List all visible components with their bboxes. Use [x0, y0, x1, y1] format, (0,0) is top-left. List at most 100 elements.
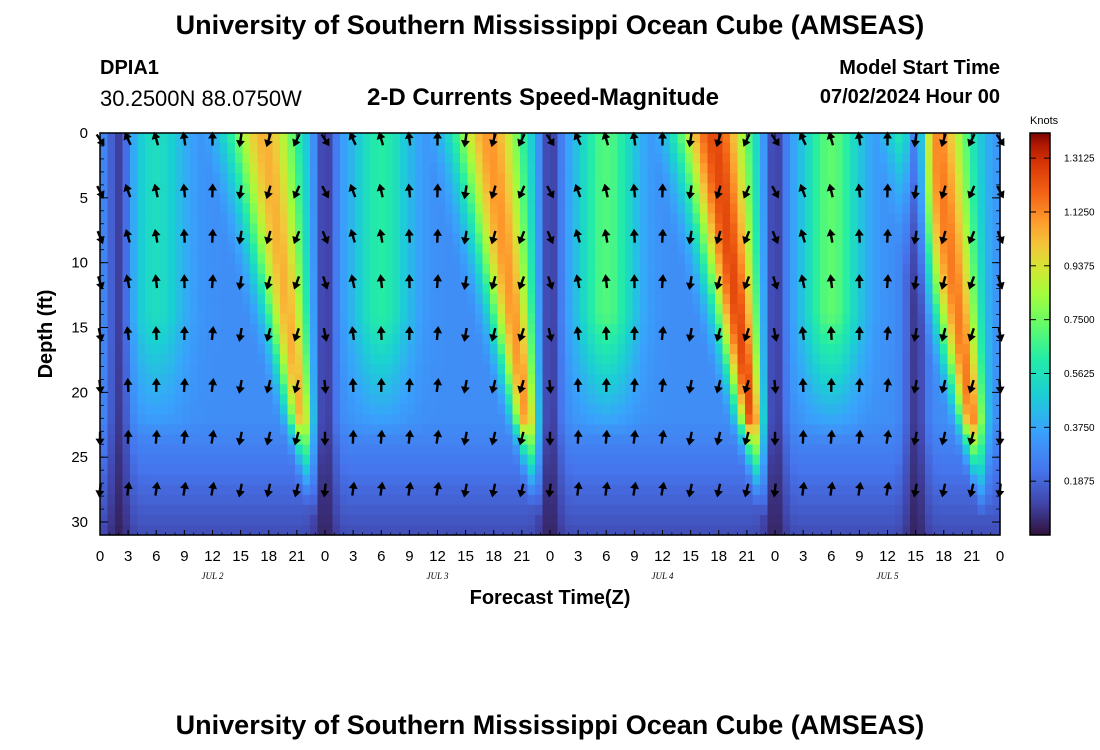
heatmap-cell: [332, 153, 341, 164]
current-arrow: [630, 429, 639, 444]
heatmap-cell: [925, 283, 934, 295]
heatmap-cell: [250, 414, 259, 426]
heatmap-cell: [542, 464, 551, 476]
heatmap-cell: [175, 163, 184, 174]
heatmap-cell: [235, 253, 244, 265]
heatmap-cell: [512, 223, 521, 235]
heatmap-cell: [587, 303, 596, 315]
heatmap-cell: [992, 303, 1001, 315]
heatmap-cell: [640, 384, 649, 395]
heatmap-cell: [857, 243, 866, 255]
heatmap-cell: [692, 474, 701, 486]
heatmap-cell: [790, 444, 799, 456]
heatmap-cell: [910, 344, 919, 355]
heatmap-cell: [737, 494, 746, 506]
heatmap-cell: [617, 414, 626, 426]
heatmap-cell: [527, 243, 536, 255]
heatmap-cell: [685, 424, 694, 436]
heatmap-cell: [910, 514, 919, 526]
heatmap-cell: [212, 313, 221, 325]
heatmap-cell: [310, 323, 319, 335]
heatmap-cell: [407, 364, 416, 375]
heatmap-cell: [947, 213, 956, 225]
heatmap-cell: [820, 414, 829, 426]
heatmap-cell: [347, 143, 356, 154]
heatmap-cell: [880, 434, 889, 446]
heatmap-cell: [677, 203, 686, 214]
heatmap-cell: [392, 424, 401, 436]
heatmap-cell: [557, 273, 566, 285]
heatmap-cell: [632, 173, 641, 184]
heatmap-cell: [415, 203, 424, 214]
heatmap-cell: [880, 454, 889, 466]
heatmap-cell: [272, 394, 281, 405]
heatmap-cell: [640, 233, 649, 245]
heatmap-cell: [227, 203, 236, 214]
heatmap-cell: [985, 173, 994, 184]
heatmap-cell: [580, 404, 589, 415]
heatmap-cell: [257, 404, 266, 415]
heatmap-cell: [790, 143, 799, 154]
heatmap-cell: [190, 414, 199, 426]
heatmap-cell: [535, 133, 544, 144]
heatmap-cell: [580, 253, 589, 265]
heatmap-cell: [887, 143, 896, 154]
heatmap-cell: [415, 283, 424, 295]
heatmap-cell: [310, 293, 319, 305]
heatmap-cell: [790, 183, 799, 194]
heatmap-cell: [617, 484, 626, 496]
heatmap-cell: [250, 354, 259, 365]
heatmap-cell: [925, 424, 934, 436]
heatmap-cell: [715, 344, 724, 355]
heatmap-cell: [467, 374, 476, 385]
heatmap-cell: [625, 133, 634, 144]
heatmap-cell: [475, 163, 484, 174]
heatmap-cell: [347, 293, 356, 305]
heatmap-cell: [617, 404, 626, 415]
heatmap-cell: [400, 344, 409, 355]
heatmap-cell: [550, 143, 559, 154]
heatmap-cell: [280, 323, 289, 335]
heatmap-cell: [932, 273, 941, 285]
heatmap-cell: [130, 313, 139, 325]
heatmap-cell: [595, 444, 604, 456]
heatmap-cell: [355, 313, 364, 325]
heatmap-cell: [887, 163, 896, 174]
heatmap-cell: [865, 484, 874, 496]
heatmap-cell: [152, 263, 161, 275]
heatmap-cell: [692, 213, 701, 225]
heatmap-cell: [557, 143, 566, 154]
heatmap-cell: [850, 293, 859, 305]
heatmap-cell: [692, 133, 701, 144]
heatmap-cell: [670, 253, 679, 265]
heatmap-cell: [377, 283, 386, 295]
heatmap-cell: [625, 163, 634, 174]
heatmap-cell: [100, 293, 109, 305]
heatmap-cell: [977, 323, 986, 335]
heatmap-cell: [535, 143, 544, 154]
heatmap-cell: [332, 213, 341, 225]
heatmap-cell: [197, 203, 206, 214]
heatmap-cell: [542, 344, 551, 355]
heatmap-cell: [640, 273, 649, 285]
heatmap-cell: [737, 504, 746, 516]
heatmap-cell: [325, 173, 334, 184]
heatmap-cell: [647, 364, 656, 375]
heatmap-cell: [145, 243, 154, 255]
heatmap-cell: [497, 243, 506, 255]
heatmap-cell: [482, 424, 491, 436]
heatmap-cell: [842, 354, 851, 365]
heatmap-cell: [940, 494, 949, 506]
current-arrow: [573, 377, 583, 392]
heatmap-cell: [595, 474, 604, 486]
heatmap-cell: [797, 434, 806, 446]
heatmap-cell: [640, 323, 649, 335]
heatmap-cell: [520, 263, 529, 275]
heatmap-cell: [415, 464, 424, 476]
heatmap-cell: [827, 173, 836, 184]
heatmap-cell: [407, 223, 416, 235]
heatmap-cell: [535, 364, 544, 375]
heatmap-cell: [317, 163, 326, 174]
heatmap-cell: [880, 464, 889, 476]
heatmap-cell: [767, 514, 776, 526]
